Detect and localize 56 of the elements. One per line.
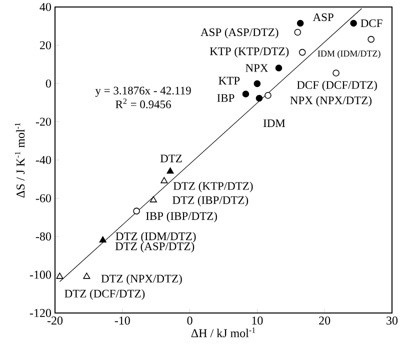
annotation: DTZ (DCF/DTZ) bbox=[64, 289, 145, 300]
y-tick-label: -80 bbox=[36, 232, 52, 241]
y-tick-label: -60 bbox=[36, 194, 52, 202]
annotation: R$^{2}$ = 0.9456 bbox=[116, 98, 171, 108]
y-tick-label: 40 bbox=[40, 2, 52, 12]
annotation: KTP bbox=[218, 76, 240, 84]
annotation: IBP (IBP/DTZ) bbox=[146, 212, 217, 222]
annotation: NPX (NPX/DTZ) bbox=[290, 96, 372, 107]
x-axis-title: ΔH / kJ mol$^{-1}$ bbox=[191, 327, 256, 338]
x-tick-label: 0 bbox=[187, 316, 192, 325]
point bbox=[254, 80, 261, 88]
annotation: DTZ (ASP/DTZ) bbox=[115, 242, 194, 253]
point bbox=[298, 48, 306, 56]
y-tick-label: 20 bbox=[40, 41, 52, 50]
point bbox=[133, 208, 140, 214]
annotation: DCF (DCF/DTZ) bbox=[296, 80, 377, 92]
annotation: DTZ bbox=[160, 154, 182, 162]
annotation: NPX bbox=[246, 64, 268, 72]
annotation: DTZ (IDM/DTZ) bbox=[116, 232, 196, 243]
annotation: DTZ (KTP/DTZ) bbox=[173, 182, 253, 192]
x-tick-label: 20 bbox=[319, 316, 330, 325]
point bbox=[368, 36, 374, 43]
point bbox=[56, 272, 64, 279]
point bbox=[83, 272, 90, 279]
y-tick-label: -20 bbox=[36, 118, 52, 126]
point bbox=[242, 90, 250, 98]
annotation: y = 3.1876x - 42.119 bbox=[95, 86, 191, 97]
point bbox=[160, 177, 168, 184]
x-tick-label: -20 bbox=[47, 316, 63, 325]
annotation: IBP bbox=[217, 94, 234, 102]
y-tick-label: -100 bbox=[30, 270, 52, 279]
point bbox=[264, 92, 272, 99]
annotation: KTP (KTP/DTZ) bbox=[210, 47, 289, 58]
x-tick-label: 30 bbox=[386, 316, 398, 325]
annotation: ASP (ASP/DTZ) bbox=[200, 28, 278, 38]
annotation: IDM (IDM/DTZ) bbox=[318, 50, 380, 58]
point bbox=[99, 236, 106, 243]
point bbox=[350, 20, 357, 27]
point bbox=[275, 64, 282, 72]
x-tick-label: -10 bbox=[114, 316, 130, 325]
point bbox=[296, 20, 304, 27]
annotation: ASP bbox=[312, 13, 334, 22]
point bbox=[294, 28, 302, 36]
y-tick-label: -40 bbox=[36, 156, 52, 164]
y-tick-label: 0 bbox=[46, 79, 52, 88]
point bbox=[150, 196, 157, 202]
point bbox=[332, 70, 340, 76]
annotation: DTZ (NPX/DTZ) bbox=[101, 274, 182, 285]
point bbox=[166, 167, 174, 174]
annotation: DCF bbox=[360, 19, 382, 28]
y-tick-label: -120 bbox=[30, 308, 52, 318]
annotation: IDM bbox=[263, 119, 286, 127]
annotation: DTZ (IBP/DTZ) bbox=[172, 196, 248, 206]
y-axis-title: ΔS / J K$^{-1}$ mol$^{-1}$ bbox=[14, 122, 25, 198]
point bbox=[256, 94, 263, 102]
x-tick-label: 10 bbox=[252, 316, 263, 325]
